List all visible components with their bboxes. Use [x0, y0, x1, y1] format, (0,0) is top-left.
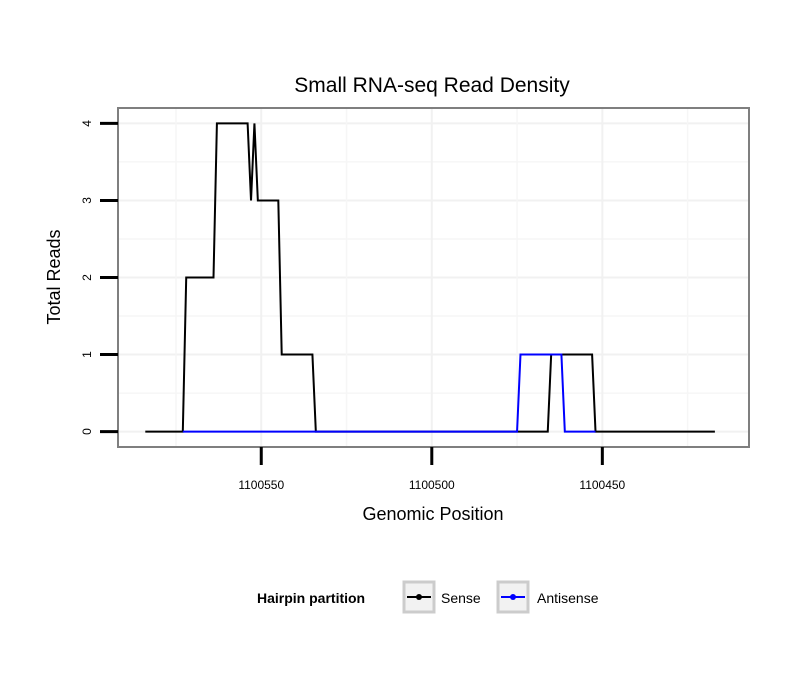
y-tick-label-1: 1 — [80, 351, 94, 358]
series-lines — [145, 122, 715, 433]
y-axis-ticks: 0 1 2 3 4 — [80, 120, 118, 435]
y-tick-label-0: 0 — [80, 428, 94, 435]
legend-key-point-sense — [416, 594, 422, 600]
legend-item-antisense: Antisense — [496, 580, 599, 614]
x-axis-ticks: 1100550 1100500 1100450 — [238, 447, 626, 492]
y-tick-label-4: 4 — [80, 120, 94, 127]
legend-label-sense: Sense — [441, 590, 481, 606]
y-tick-label-3: 3 — [80, 197, 94, 204]
legend-item-sense: Sense — [402, 580, 481, 614]
x-tick-label-1: 1100500 — [409, 478, 455, 492]
grid-lines — [118, 108, 749, 447]
legend-key-point-antisense — [510, 594, 516, 600]
x-tick-label-0: 1100550 — [238, 478, 284, 492]
legend: Hairpin partition Sense Antisense — [257, 580, 599, 614]
legend-title: Hairpin partition — [257, 590, 365, 606]
x-axis-label: Genomic Position — [362, 504, 503, 524]
x-tick-label-2: 1100450 — [579, 478, 625, 492]
y-axis-label: Total Reads — [44, 229, 64, 324]
legend-label-antisense: Antisense — [537, 590, 599, 606]
chart-title: Small RNA-seq Read Density — [294, 74, 570, 97]
series-line-antisense — [182, 353, 596, 433]
y-tick-label-2: 2 — [80, 274, 94, 281]
